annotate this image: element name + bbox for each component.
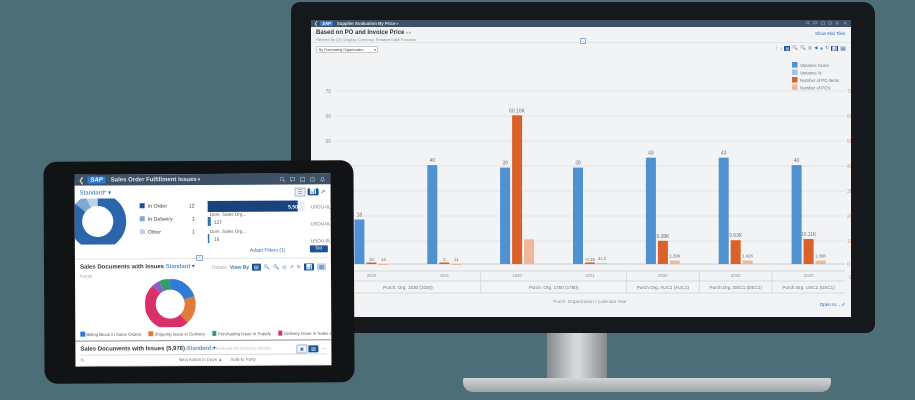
svg-text:Number of PO's: Number of PO's [800,86,830,91]
svg-text:1.42K: 1.42K [742,254,753,259]
svg-text:2020: 2020 [731,273,741,278]
svg-text:1.39K: 1.39K [669,254,680,259]
svg-text:12: 12 [189,204,195,210]
svg-text:Purch.Org. USC1 (USC1): Purch.Org. USC1 (USC1) [782,285,835,290]
svg-text:10K: 10K [847,239,851,245]
svg-text:USOU-0US81 [...: USOU-0US81 [... [311,204,331,209]
svg-text:1.39K: 1.39K [815,254,826,259]
svg-text:?: ? [830,23,832,25]
svg-text:2021: 2021 [585,273,595,278]
svg-text:Number of PO items: Number of PO items [800,78,839,83]
svg-text:50K: 50K [847,139,851,145]
svg-text:Dom. Sales Org...: Dom. Sales Org... [210,212,247,217]
svg-text:9.38K: 9.38K [656,234,670,240]
svg-text:41.2: 41.2 [598,256,607,261]
svg-text:60K: 60K [847,114,851,120]
svg-text:Variance Score: Variance Score [800,63,830,68]
svg-text:Purch. Org. 1030 (1030): Purch. Org. 1030 (1030) [383,285,433,290]
svg-text:30K: 30K [847,189,851,195]
svg-text:Purch. Organization / Calendar: Purch. Organization / Calendar Year [553,299,627,304]
svg-text:-0.39: -0.39 [585,257,595,262]
svg-text:18: 18 [369,257,374,262]
svg-text:5,505: 5,505 [288,204,301,210]
svg-text:70: 70 [325,89,331,95]
svg-text:39: 39 [502,161,508,167]
svg-text:1: 1 [192,230,195,236]
svg-text:70K: 70K [847,89,851,95]
svg-text:12: 12 [381,257,386,262]
svg-text:USOU-0US83 [...: USOU-0US83 [... [311,238,331,243]
svg-text:In Order: In Order [148,204,168,210]
svg-text:Purch.Org. AUC1 (AUC1): Purch.Org. AUC1 (AUC1) [637,285,690,290]
svg-text:43: 43 [648,151,654,157]
svg-text:2020: 2020 [367,273,377,278]
svg-text:USOU-0US82 [...: USOU-0US82 [... [311,221,331,226]
svg-text:Purch.Org. DEC1 (DEC1): Purch.Org. DEC1 (DEC1) [710,285,763,290]
svg-text:In Delivery: In Delivery [148,217,173,223]
svg-text:-10K: -10K [847,275,851,281]
svg-text:2020: 2020 [658,273,668,278]
svg-text:39: 39 [575,161,581,167]
svg-text:18: 18 [357,213,363,219]
svg-text:16: 16 [214,237,220,243]
svg-text:40: 40 [430,158,436,164]
svg-text:40K: 40K [847,164,851,170]
svg-text:1: 1 [192,217,195,223]
svg-text:43: 43 [721,151,727,157]
svg-text:2020: 2020 [804,273,814,278]
svg-text:20K: 20K [847,214,851,220]
svg-text:2020: 2020 [512,273,522,278]
svg-text:Other: Other [148,230,162,236]
svg-text:9.63K: 9.63K [729,233,743,239]
svg-text:50: 50 [325,139,331,145]
svg-text:11: 11 [454,257,459,262]
svg-text:10.11K: 10.11K [801,232,817,238]
svg-text:?: ? [312,177,314,181]
svg-text:0: 0 [847,262,850,268]
svg-text:40: 40 [794,158,800,164]
svg-text:2021: 2021 [440,273,450,278]
svg-text:127: 127 [214,220,223,226]
svg-text:2: 2 [443,257,446,262]
svg-text:60.16K: 60.16K [509,108,526,114]
svg-text:Purch. Org. 1750 (1750): Purch. Org. 1750 (1750) [529,285,579,290]
svg-text:Dom. Sales Org...: Dom. Sales Org... [210,229,247,234]
svg-text:Variance %: Variance % [800,71,822,76]
svg-text:60: 60 [325,114,331,120]
